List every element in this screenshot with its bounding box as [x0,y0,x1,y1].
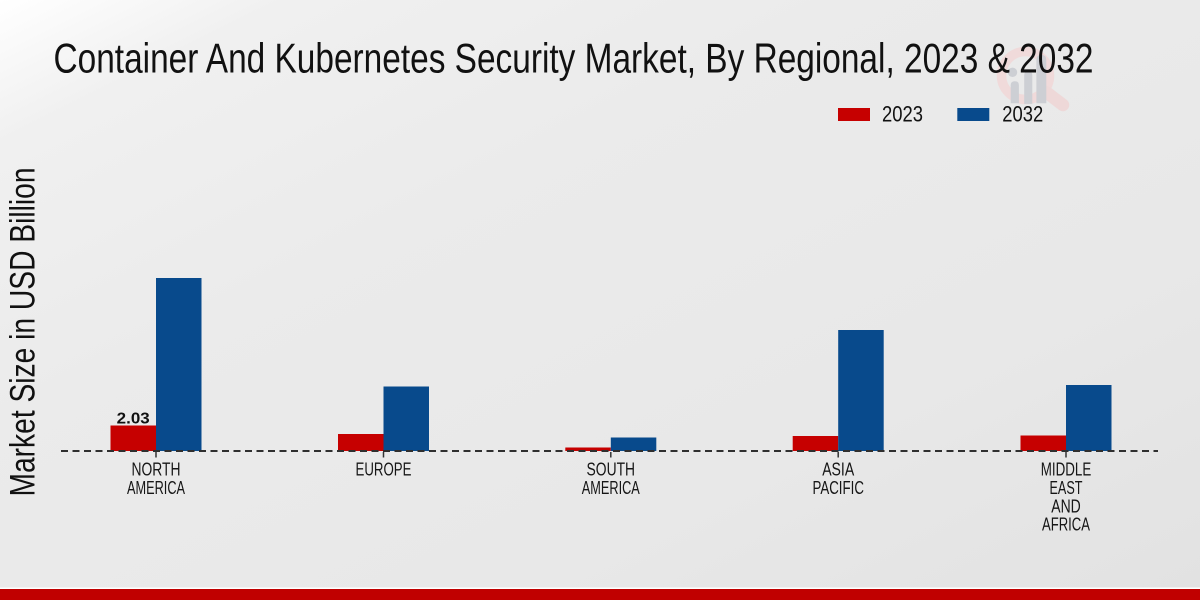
svg-text:Container And Kubernetes Secur: Container And Kubernetes Security Market… [54,35,1094,82]
svg-text:PACIFIC: PACIFIC [812,478,864,498]
svg-text:AND: AND [1051,496,1081,516]
svg-text:SOUTH: SOUTH [587,460,636,480]
svg-text:2023: 2023 [882,102,923,127]
svg-text:ASIA: ASIA [822,460,854,480]
svg-text:2032: 2032 [1002,102,1043,127]
svg-text:2.03: 2.03 [117,411,150,428]
svg-text:AMERICA: AMERICA [127,478,185,498]
svg-text:NORTH: NORTH [132,460,181,480]
svg-text:AMERICA: AMERICA [582,478,640,498]
svg-text:AFRICA: AFRICA [1042,515,1090,535]
svg-text:EUROPE: EUROPE [356,460,412,480]
svg-text:MIDDLE: MIDDLE [1041,460,1092,480]
svg-text:Market Size in USD Billion: Market Size in USD Billion [4,168,43,497]
svg-text:EAST: EAST [1050,478,1083,498]
